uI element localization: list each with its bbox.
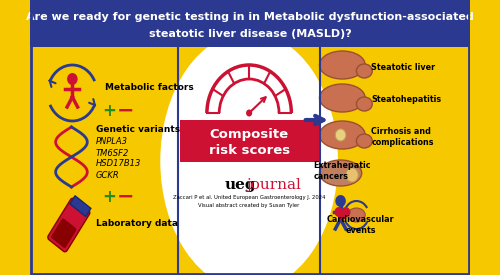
- FancyBboxPatch shape: [180, 120, 318, 162]
- Circle shape: [336, 195, 346, 207]
- Text: PNPLA3: PNPLA3: [96, 138, 128, 147]
- Text: HSD17B13: HSD17B13: [96, 160, 142, 169]
- Text: +: +: [102, 102, 116, 120]
- Ellipse shape: [160, 32, 338, 275]
- Ellipse shape: [320, 84, 365, 112]
- Text: Visual abstract created by Susan Tyler: Visual abstract created by Susan Tyler: [198, 202, 300, 208]
- Text: Steatohepatitis: Steatohepatitis: [372, 95, 442, 104]
- Text: Laboratory data: Laboratory data: [96, 219, 178, 227]
- Ellipse shape: [356, 97, 372, 111]
- Text: risk scores: risk scores: [208, 144, 290, 157]
- Ellipse shape: [356, 64, 372, 78]
- Text: −: −: [116, 101, 134, 121]
- Text: Composite: Composite: [210, 128, 288, 141]
- Text: GCKR: GCKR: [96, 170, 120, 180]
- Text: −: −: [116, 187, 134, 207]
- Text: +: +: [102, 188, 116, 206]
- Text: steatotic liver disease (MASLD)?: steatotic liver disease (MASLD)?: [148, 29, 352, 39]
- Circle shape: [334, 207, 343, 217]
- Text: Steatotic liver: Steatotic liver: [372, 62, 436, 72]
- Ellipse shape: [320, 160, 362, 186]
- Bar: [30, 0, 470, 47]
- Ellipse shape: [356, 134, 372, 148]
- Text: Metabolic factors: Metabolic factors: [105, 84, 194, 92]
- Text: Cirrhosis and
complications: Cirrhosis and complications: [372, 126, 434, 147]
- Circle shape: [342, 207, 350, 217]
- Circle shape: [246, 109, 252, 117]
- Text: Zaccari P et al. United European Gastroenterology J. 2024: Zaccari P et al. United European Gastroe…: [173, 194, 326, 199]
- Text: TM6SF2: TM6SF2: [96, 148, 130, 158]
- Circle shape: [346, 168, 358, 182]
- FancyBboxPatch shape: [70, 196, 91, 217]
- Text: Cardiovascular
events: Cardiovascular events: [327, 214, 394, 235]
- FancyBboxPatch shape: [48, 198, 90, 252]
- Text: journal: journal: [246, 178, 302, 192]
- Text: Genetic variants: Genetic variants: [96, 125, 180, 134]
- Circle shape: [336, 129, 346, 141]
- Ellipse shape: [320, 121, 365, 149]
- Circle shape: [67, 73, 78, 85]
- Text: ueg: ueg: [224, 178, 256, 192]
- Ellipse shape: [320, 51, 365, 79]
- Polygon shape: [334, 212, 350, 222]
- Ellipse shape: [348, 208, 365, 222]
- Bar: [30, 47, 470, 275]
- Text: Extrahepatic
cancers: Extrahepatic cancers: [314, 161, 371, 182]
- FancyBboxPatch shape: [51, 218, 76, 248]
- Text: Are we ready for genetic testing in in Metabolic dysfunction-associated: Are we ready for genetic testing in in M…: [26, 12, 474, 22]
